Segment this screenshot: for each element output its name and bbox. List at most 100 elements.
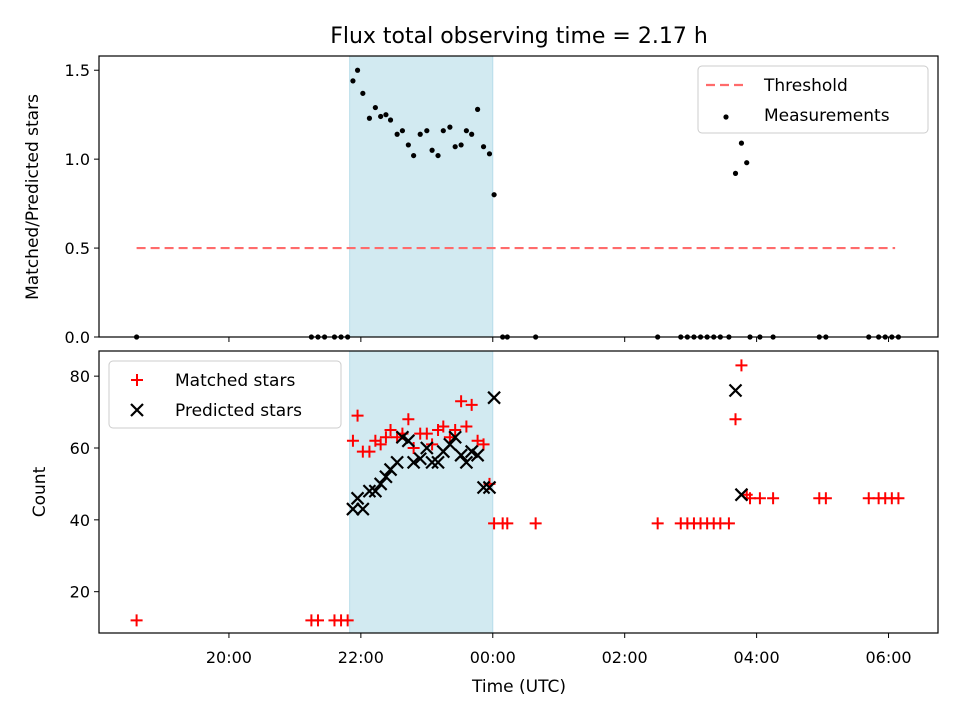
data-point: [738, 140, 745, 146]
data-point: [480, 144, 487, 150]
data-point: [405, 142, 411, 148]
top-y-axis-label: Matched/Predicted stars: [23, 94, 43, 300]
data-point: [399, 128, 406, 134]
data-point: [459, 455, 474, 470]
bottom-y-axis-label: Count: [30, 466, 50, 517]
x-axis-label: Time (UTC): [471, 677, 566, 697]
data-point: [448, 430, 462, 444]
data-point: [892, 492, 905, 505]
plot-frame: [98, 350, 939, 634]
data-point: [732, 170, 739, 176]
data-point: [435, 152, 441, 159]
data-point: [465, 398, 478, 411]
data-point: [362, 484, 377, 498]
top-chart-title: Flux total observing time = 2.17 h: [330, 24, 708, 49]
y-tick-label: 80: [70, 367, 90, 386]
data-point: [486, 151, 493, 157]
data-point: [383, 112, 389, 118]
data-point: [373, 477, 388, 491]
data-point: [469, 131, 475, 137]
legend-box: [108, 360, 342, 429]
y-tick-label: 20: [70, 583, 90, 602]
data-point: [460, 420, 473, 433]
data-point: [311, 614, 324, 627]
legend-box: [697, 65, 929, 134]
data-point: [341, 614, 354, 627]
data-point: [387, 117, 394, 123]
data-point: [350, 491, 365, 506]
data-point: [411, 152, 417, 159]
data-point: [477, 438, 490, 451]
legend: Threshold Measurements: [697, 65, 929, 134]
data-point: [406, 455, 421, 470]
data-point: [401, 434, 416, 448]
data-point: [351, 409, 364, 422]
x-tick-label: 00:00: [470, 648, 516, 667]
data-point: [426, 438, 439, 451]
x-tick-label: 04:00: [734, 648, 780, 667]
data-point: [379, 469, 393, 484]
data-point: [372, 104, 378, 111]
data-point: [429, 147, 435, 153]
data-point: [356, 502, 370, 516]
legend-marker: [130, 403, 144, 417]
data-point: [475, 106, 481, 112]
data-point: [482, 480, 497, 495]
data-point: [744, 160, 750, 166]
data-point: [722, 517, 735, 530]
y-tick-label: 40: [70, 511, 90, 530]
data-point: [735, 359, 748, 372]
data-point: [529, 517, 542, 530]
top-panel: 0.0 0.5 1.0 1.5 Threshold Measurements: [65, 55, 939, 347]
data-point: [413, 451, 427, 466]
data-point: [402, 413, 415, 426]
y-tick-label: 60: [70, 439, 90, 458]
shaded-region: [349, 55, 494, 338]
series-matched-stars: [130, 359, 905, 627]
bottom-panel: 20 40 60 80 20:00 22:00 00:00 02:00 04:00 06:00 Ma…: [70, 350, 939, 667]
y-tick-label: 1.0: [65, 150, 90, 169]
data-point: [476, 480, 491, 495]
data-point: [463, 128, 469, 134]
data-point: [394, 131, 400, 137]
x-tick-label: 02:00: [602, 648, 648, 667]
data-point: [452, 144, 458, 150]
legend-marker: [723, 114, 729, 120]
data-point: [368, 484, 383, 498]
plot-frame: [98, 55, 939, 338]
legend-label: Measurements: [764, 106, 890, 126]
data-point: [455, 395, 468, 408]
data-point: [420, 441, 434, 455]
data-point: [130, 614, 143, 627]
data-point: [379, 431, 392, 444]
data-point: [363, 445, 376, 458]
data-point: [437, 420, 450, 433]
data-point: [470, 448, 485, 462]
data-point: [354, 67, 361, 73]
data-point: [360, 90, 366, 96]
data-point: [366, 115, 373, 121]
data-point: [728, 383, 743, 398]
y-tick-label: 1.5: [65, 61, 90, 80]
legend: Matched stars Predicted stars: [108, 360, 342, 429]
legend-label: Threshold: [763, 76, 848, 96]
data-point: [425, 455, 439, 470]
data-point: [734, 487, 749, 502]
data-point: [449, 424, 462, 437]
data-point: [651, 517, 664, 530]
data-point: [767, 492, 780, 505]
legend-label: Matched stars: [175, 371, 295, 391]
x-tick-label: 20:00: [206, 648, 252, 667]
data-point: [501, 517, 514, 530]
data-point: [458, 142, 464, 148]
data-point: [753, 492, 766, 505]
data-point: [384, 424, 397, 437]
data-point: [431, 455, 445, 470]
x-tick-label: 22:00: [338, 648, 384, 667]
data-point: [491, 192, 497, 198]
series-measurements: [133, 67, 902, 340]
series-predicted-stars: [346, 383, 749, 516]
data-point: [350, 78, 356, 84]
data-point: [417, 131, 423, 137]
legend-marker: [131, 374, 143, 386]
